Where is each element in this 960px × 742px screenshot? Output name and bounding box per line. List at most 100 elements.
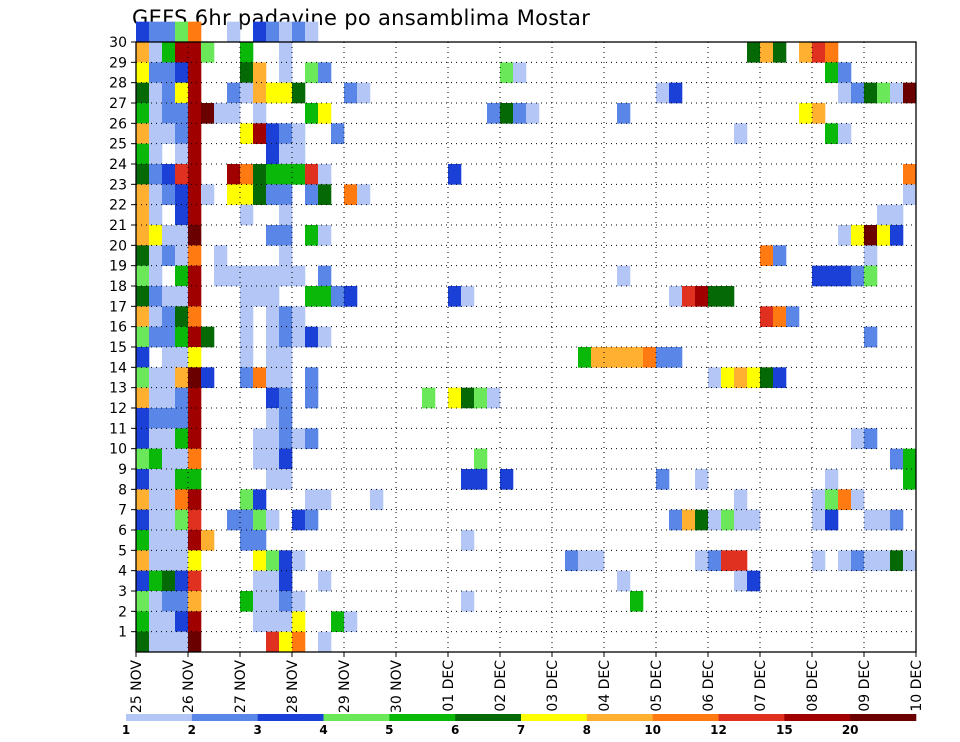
colorbar-swatch [586,714,653,721]
heatmap-cell [292,631,306,653]
heatmap-cell [695,509,709,531]
heatmap-cell [266,428,280,449]
heatmap-cell [149,82,163,104]
heatmap-cell [669,509,683,531]
heatmap-cell [136,306,150,327]
heatmap-cell [149,245,163,266]
heatmap-cell [812,509,826,531]
heatmap-cell [682,286,696,307]
heatmap-cell [136,591,150,612]
heatmap-cell [175,103,189,124]
heatmap-cell [500,103,514,124]
heatmap-cell [266,286,280,307]
heatmap-cell [188,408,202,429]
heatmap-cell [149,184,163,205]
heatmap-cell [487,387,501,409]
heatmap-cell [149,367,163,388]
heatmap-cell [266,21,280,43]
heatmap-cell [227,265,241,287]
heatmap-cell [292,143,306,165]
heatmap-cell [136,184,150,205]
y-tick-label: 25 [109,137,127,153]
heatmap-cell [903,164,917,185]
heatmap-cell [279,21,293,43]
heatmap-cell [318,184,332,205]
heatmap-cell [747,367,761,388]
heatmap-cell [799,103,813,124]
heatmap-cell [201,326,215,348]
heatmap-cell [175,408,189,429]
heatmap-cell [734,123,748,144]
heatmap-cell [305,103,319,124]
colorbar-swatch [455,714,522,721]
heatmap-cell [149,489,163,510]
heatmap-cell [708,367,722,388]
y-tick-label: 7 [118,503,127,519]
heatmap-cell [331,123,345,144]
heatmap-cell [175,530,189,551]
heatmap-cell [162,469,176,490]
heatmap-cell [357,82,371,104]
heatmap-cell [149,143,163,165]
heatmap-cell [266,408,280,429]
heatmap-cell [266,469,280,490]
heatmap-cell [240,347,254,368]
heatmap-cell [162,550,176,571]
heatmap-cell [240,591,254,612]
heatmap-cell [175,286,189,307]
heatmap-cell [344,82,358,104]
colorbar-swatch [257,714,324,721]
heatmap-cell [175,326,189,348]
y-tick-label: 22 [109,198,127,214]
x-tick-label: 29 NOV [337,660,353,714]
heatmap-cell [864,225,878,246]
heatmap-cell [136,225,150,246]
heatmap-cell [578,550,592,571]
y-tick-label: 24 [109,157,127,173]
heatmap-cell [318,631,332,653]
heatmap-cell [175,509,189,531]
heatmap-cell [149,326,163,348]
heatmap-cell [253,164,267,185]
heatmap-cell [825,42,839,63]
heatmap-cell [240,286,254,307]
heatmap-cell [279,448,293,470]
heatmap-cell [162,103,176,124]
heatmap-cell [734,509,748,531]
heatmap-cell [903,184,917,205]
heatmap-cell [279,367,293,388]
heatmap-cell [851,428,865,449]
heatmap-cell [136,550,150,571]
heatmap-cell [279,245,293,266]
heatmap-cell [279,326,293,348]
heatmap-cell [188,82,202,104]
colorbar-swatch [850,714,917,721]
heatmap-cell [812,103,826,124]
y-tick-label: 19 [109,259,127,275]
heatmap-cell [474,387,488,409]
y-tick-label: 12 [109,401,127,417]
colorbar-swatch [126,714,193,721]
colorbar-label: 15 [776,723,793,737]
heatmap-cell [266,570,280,592]
heatmap-cell [292,611,306,632]
heatmap-cell [162,530,176,551]
heatmap-cell [747,570,761,592]
y-tick-label: 10 [109,442,127,458]
x-tick-label: 27 NOV [233,660,249,714]
x-tick-label: 04 DEC [597,660,613,712]
heatmap-cell [773,42,787,63]
y-tick-label: 17 [109,299,127,315]
heatmap-cell [175,204,189,226]
heatmap-cell [838,550,852,571]
heatmap-cell [695,286,709,307]
heatmap-cell [877,225,891,246]
heatmap-cell [136,428,150,449]
heatmap-cell [253,591,267,612]
y-tick-label: 5 [118,543,127,559]
heatmap-cell [266,82,280,104]
heatmap-cell [136,21,150,43]
heatmap-cell [318,164,332,185]
heatmap-cell [279,204,293,226]
heatmap-cell [279,225,293,246]
